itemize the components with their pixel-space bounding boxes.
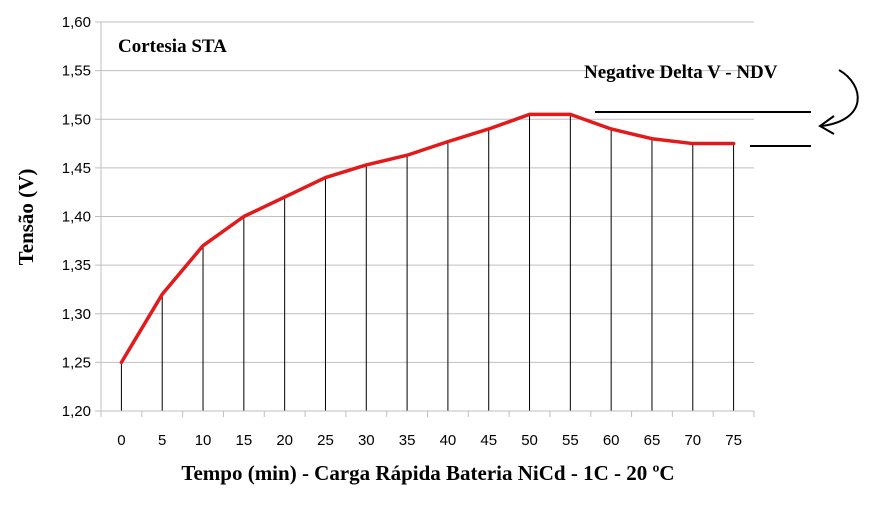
series-layer [119,112,736,365]
x-tick-label: 5 [158,432,166,449]
x-tick-label: 30 [358,432,375,449]
y-tick-label: 1,35 [62,257,91,274]
x-tick-label: 75 [725,432,742,449]
x-tick-label: 40 [440,432,457,449]
horizontal-gridlines [101,21,754,363]
x-tick-label: 20 [276,432,293,449]
y-tick-label: 1,20 [62,403,91,420]
y-tick-label: 1,40 [62,209,91,226]
voltage-series-line [119,112,736,365]
x-tick-label: 15 [236,432,253,449]
ndv-arrow-head [818,115,835,135]
y-axis-title: Tensão (V) [14,169,38,266]
y-tick-label: 1,55 [62,63,91,80]
x-axis-title: Tempo (min) - Carga Rápida Bateria NiCd … [181,461,674,485]
ndv-curved-arrow [821,69,859,127]
x-tick-label: 0 [117,432,125,449]
x-tick-label: 60 [603,432,620,449]
drop-lines [120,114,735,411]
x-tick-label: 70 [684,432,701,449]
axes [95,21,755,417]
y-tick-label: 1,25 [62,354,91,371]
x-tick-labels: 0 5 10 15 20 25 30 35 40 45 50 55 60 65 70 75 [117,432,742,449]
y-tick-label: 1,45 [62,160,91,177]
y-tick-label: 1,50 [62,111,91,128]
x-tick-label: 65 [644,432,661,449]
x-tick-label: 10 [195,432,212,449]
y-tick-label: 1,60 [62,14,91,31]
x-tick-label: 45 [480,432,497,449]
x-tick-label: 25 [317,432,334,449]
y-tick-label: 1,30 [62,306,91,323]
x-tick-label: 50 [521,432,538,449]
ndv-annotation: Negative Delta V - NDV [584,62,778,83]
x-tick-label: 55 [562,432,579,449]
y-tick-labels: 1,20 1,25 1,30 1,35 1,40 1,45 1,50 1,55 1,60 [62,14,91,420]
x-tick-label: 35 [399,432,416,449]
credit-annotation: Cortesia STA [118,36,227,57]
